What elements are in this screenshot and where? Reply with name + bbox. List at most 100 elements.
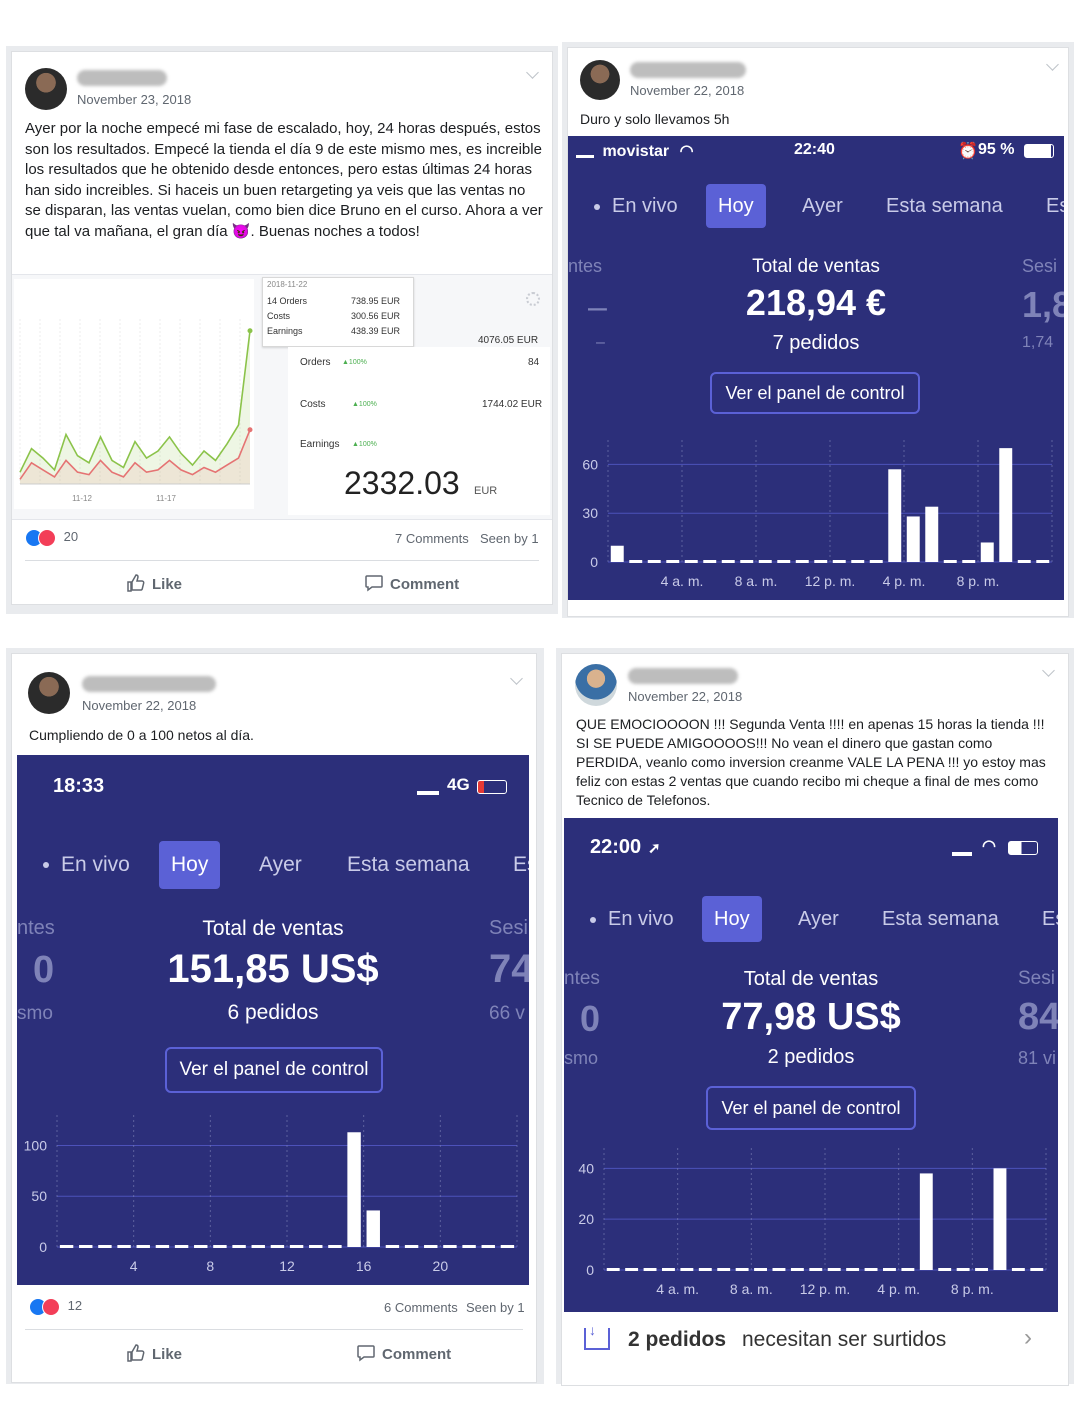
post: November 22, 2018 Cumpliendo de 0 a 100 … xyxy=(11,653,537,1383)
bar xyxy=(721,560,735,563)
post: November 23, 2018 Ayer por la noche empe… xyxy=(11,51,553,605)
tooltip-date: 2018-11-22 xyxy=(267,280,308,289)
bar xyxy=(59,1245,74,1248)
seen-by[interactable]: Seen by 1 xyxy=(480,531,539,546)
settings-icon[interactable] xyxy=(526,292,540,306)
bar xyxy=(79,1245,93,1248)
avatar[interactable] xyxy=(580,60,620,100)
tab-en-vivo[interactable]: En vivo xyxy=(594,184,678,228)
left-metric-value: 0 xyxy=(580,998,601,1039)
post-text: Duro y solo llevamos 5h xyxy=(580,111,730,127)
bar xyxy=(809,1268,823,1271)
author-name-redacted[interactable] xyxy=(82,676,216,692)
comment-label: Comment xyxy=(382,1346,452,1363)
shop-screenshot: movistar ◠ 22:40 ⏰ 95 % En vivo Hoy Ayer… xyxy=(568,136,1064,600)
reactions[interactable]: 20 xyxy=(25,529,78,547)
dashboard-button[interactable]: Ver el panel de control xyxy=(165,1047,383,1093)
bar xyxy=(901,1268,915,1271)
x-tick-label: 8 p. m. xyxy=(951,1281,994,1297)
tab-esta-semana[interactable]: Esta semana xyxy=(886,195,1003,217)
avatar[interactable] xyxy=(28,672,70,714)
post-date[interactable]: November 22, 2018 xyxy=(628,689,743,704)
chevron-right-icon[interactable]: › xyxy=(1024,1324,1032,1351)
like-button[interactable]: Like xyxy=(126,1343,182,1363)
bar xyxy=(662,1268,675,1271)
tab-next-cut[interactable]: Es xyxy=(1042,908,1058,930)
like-button[interactable]: Like xyxy=(126,573,182,593)
y-tick-label: 50 xyxy=(31,1188,47,1204)
tooltip-costs-value: 300.56 EUR xyxy=(351,311,401,321)
tab-en-vivo[interactable]: En vivo xyxy=(43,841,130,889)
dashboard-button[interactable]: Ver el panel de control xyxy=(710,372,920,414)
x-tick-label: 8 a. m. xyxy=(730,1281,773,1297)
earnings-pct: ▲100% xyxy=(352,441,377,448)
tab-next-cut[interactable]: Es xyxy=(1046,195,1064,217)
pending-orders-banner[interactable]: ↓ 2 pedidos necesitan ser surtidos › xyxy=(564,1312,1058,1385)
bar xyxy=(790,1268,804,1271)
comment-icon xyxy=(365,575,383,592)
post-date[interactable]: November 22, 2018 xyxy=(82,698,197,713)
left-metric-label: ntes xyxy=(564,968,600,989)
comment-button[interactable]: Comment xyxy=(364,573,459,593)
post-text: QUE EMOCIOOOON !!! Segunda Venta !!!! en… xyxy=(576,716,1046,808)
tooltip-earnings-label: Earnings xyxy=(267,326,303,336)
tab-ayer[interactable]: Ayer xyxy=(259,853,302,876)
tab-esta-semana[interactable]: Esta semana xyxy=(347,853,470,876)
love-reaction-icon xyxy=(42,1298,60,1316)
seen-by[interactable]: Seen by 1 xyxy=(466,1300,525,1315)
author-name-redacted[interactable] xyxy=(628,668,738,684)
bar xyxy=(194,1245,208,1248)
tab-hoy[interactable]: Hoy xyxy=(706,184,766,228)
chevron-down-icon[interactable] xyxy=(526,66,539,79)
bar xyxy=(136,1245,150,1248)
tab-esta-semana[interactable]: Esta semana xyxy=(882,908,999,930)
tab-ayer[interactable]: Ayer xyxy=(802,195,843,217)
divider xyxy=(25,560,539,561)
reactions[interactable]: 12 xyxy=(29,1298,82,1316)
chevron-down-icon[interactable] xyxy=(1042,664,1055,677)
orders-label: Orders xyxy=(300,357,331,368)
bar xyxy=(832,560,846,563)
chevron-down-icon[interactable] xyxy=(510,672,523,685)
avatar[interactable] xyxy=(25,68,67,110)
post-date[interactable]: November 23, 2018 xyxy=(77,92,192,107)
comment-count[interactable]: 6 Comments xyxy=(384,1300,458,1315)
series-end-point xyxy=(247,328,253,334)
x-tick-label: 12 p. m. xyxy=(805,573,856,589)
y-tick-label: 40 xyxy=(578,1160,594,1176)
earnings-line-chart: 11-12 11-17 xyxy=(14,279,254,509)
tab-ayer[interactable]: Ayer xyxy=(798,908,839,930)
tooltip-costs-label: Costs xyxy=(267,311,291,321)
bar xyxy=(443,1245,457,1248)
comment-button[interactable]: Comment xyxy=(356,1343,451,1363)
earnings-row: Earnings ▲100% 2332.03 EUR xyxy=(288,427,550,515)
bar xyxy=(328,1245,342,1248)
dashboard-button[interactable]: Ver el panel de control xyxy=(706,1086,916,1130)
tab-next-cut[interactable]: Es xyxy=(513,853,529,876)
author-name-redacted[interactable] xyxy=(77,70,167,86)
bar xyxy=(1030,1268,1044,1271)
post-date[interactable]: November 22, 2018 xyxy=(630,83,745,98)
signal-icon xyxy=(417,781,439,795)
tab-hoy[interactable]: Hoy xyxy=(159,841,221,889)
total-sales-label: Total de ventas xyxy=(752,256,880,277)
bar xyxy=(943,560,957,563)
bar xyxy=(462,1245,476,1248)
total-sales-value: 77,98 US$ xyxy=(721,996,901,1038)
bar xyxy=(758,560,772,563)
bar xyxy=(643,1268,657,1271)
inbox-icon xyxy=(584,1328,610,1350)
orders-count: 7 pedidos xyxy=(772,332,860,354)
period-tabs: En vivo Hoy Ayer Esta semana Es xyxy=(568,184,1064,228)
x-tick-label: 4 p. m. xyxy=(883,573,926,589)
avatar[interactable] xyxy=(575,664,617,706)
tab-en-vivo[interactable]: En vivo xyxy=(590,896,674,942)
costs-pct: ▲100% xyxy=(352,401,377,408)
hourly-sales-chart: 0 30 60 4 a. m. 8 a. m. 12 p. m. 4 p. m. 8 p. m… xyxy=(582,440,1053,589)
bar xyxy=(864,1268,878,1271)
chevron-down-icon[interactable] xyxy=(1046,58,1059,71)
x-tick-label: 8 xyxy=(206,1258,214,1274)
comment-count[interactable]: 7 Comments xyxy=(395,531,469,546)
author-name-redacted[interactable] xyxy=(630,62,746,78)
tab-hoy[interactable]: Hoy xyxy=(702,896,762,942)
